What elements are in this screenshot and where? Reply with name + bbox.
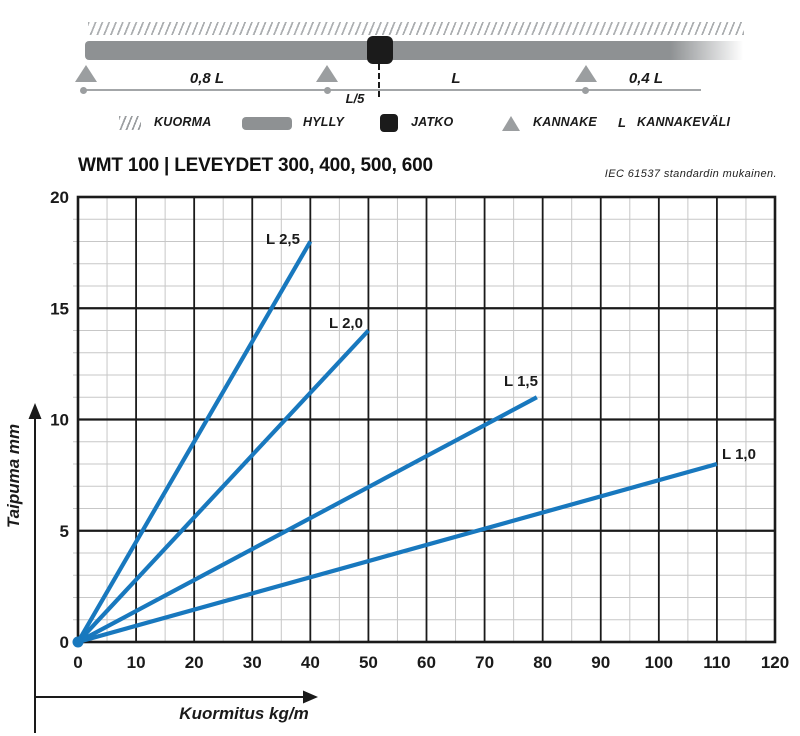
- svg-text:20: 20: [185, 653, 204, 672]
- axis-arrows: [28, 403, 318, 733]
- svg-text:50: 50: [359, 653, 378, 672]
- svg-text:L 1,5: L 1,5: [504, 373, 538, 390]
- legend-label-jatko: JATKO: [411, 115, 454, 129]
- grid-minor: [73, 197, 775, 642]
- span-label-right: 0,4 L: [628, 70, 664, 87]
- joint-square-icon: [380, 114, 398, 132]
- shelf-bar-icon: [242, 117, 292, 130]
- load-hatch-icon: [119, 116, 141, 130]
- legend-symbol-L: L: [618, 115, 626, 130]
- dimension-dot-2: [324, 87, 331, 94]
- svg-text:L 2,5: L 2,5: [266, 231, 300, 248]
- y-axis-title: Taipuma mm: [4, 424, 23, 528]
- span-label-left: 0,8 L: [189, 70, 225, 87]
- x-tick-labels: 0 10 20 30 40 50 60 70 80 90 100 110 120: [73, 653, 789, 672]
- svg-text:120: 120: [761, 653, 789, 672]
- series-line-L25: [76, 240, 313, 644]
- svg-text:110: 110: [703, 653, 730, 672]
- svg-text:80: 80: [533, 653, 552, 672]
- svg-text:70: 70: [475, 653, 494, 672]
- plot-border: [76, 195, 777, 644]
- svg-text:10: 10: [50, 411, 69, 430]
- svg-text:20: 20: [50, 188, 69, 207]
- dimension-dot-1: [80, 87, 87, 94]
- svg-text:100: 100: [645, 653, 673, 672]
- svg-text:0: 0: [73, 653, 82, 672]
- joint-square: [367, 36, 393, 64]
- support-triangle-1-icon: [75, 65, 97, 82]
- legend-label-hylly: HYLLY: [303, 115, 345, 129]
- shelf-bar: [85, 41, 750, 60]
- load-hatch-strip: [88, 22, 744, 35]
- series-line-L10: [77, 461, 718, 645]
- page-title: WMT 100 | LEVEYDET 300, 400, 500, 600: [78, 155, 433, 176]
- svg-text:10: 10: [127, 653, 146, 672]
- support-triangle-3-icon: [575, 65, 597, 82]
- legend-label-kuorma: KUORMA: [154, 115, 212, 129]
- svg-text:15: 15: [50, 299, 69, 318]
- legend-label-kannake: KANNAKE: [533, 115, 597, 129]
- origin-point: [72, 636, 84, 648]
- y-tick-labels: 0 5 10 15 20: [50, 188, 69, 652]
- x-axis-title: Kuormitus kg/m: [179, 704, 308, 723]
- svg-text:60: 60: [417, 653, 436, 672]
- svg-text:5: 5: [60, 522, 69, 541]
- series-line-L20: [76, 329, 370, 644]
- standard-note: IEC 61537 standardin mukainen.: [604, 168, 777, 180]
- svg-text:L 1,0: L 1,0: [722, 446, 756, 463]
- series-line-L15: [77, 395, 538, 644]
- axis-titles: Taipuma mm Kuormitus kg/m: [4, 424, 309, 723]
- legend-label-kannakevali: KANNAKEVÄLI: [637, 115, 731, 129]
- support-triangle-2-icon: [316, 65, 338, 82]
- svg-text:30: 30: [243, 653, 262, 672]
- support-triangle-icon: [502, 116, 520, 131]
- dimension-dot-3: [582, 87, 589, 94]
- span-label-mid: L: [451, 70, 461, 87]
- svg-text:L 2,0: L 2,0: [329, 315, 363, 332]
- svg-text:40: 40: [301, 653, 320, 672]
- svg-text:0: 0: [60, 633, 69, 652]
- dimension-line: [83, 89, 701, 91]
- series-lines: [72, 240, 718, 648]
- grid-major: [78, 197, 775, 642]
- span-label-fifth: L/5: [345, 91, 365, 106]
- series-labels: L 2,5 L 2,0 L 1,5 L 1,0: [266, 231, 756, 463]
- svg-text:90: 90: [591, 653, 610, 672]
- joint-dashed-line: [378, 64, 380, 97]
